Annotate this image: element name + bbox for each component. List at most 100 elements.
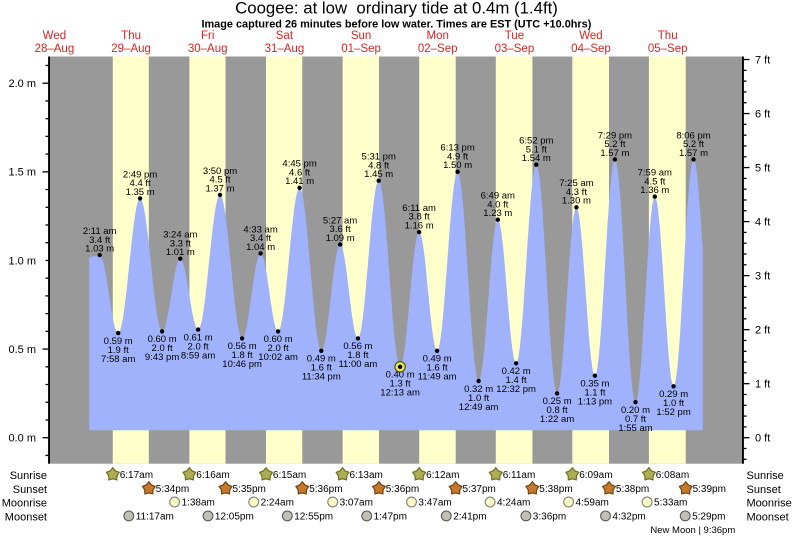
- svg-text:1.54 m: 1.54 m: [522, 153, 551, 164]
- svg-text:4.0 ft: 4.0 ft: [487, 199, 508, 210]
- svg-text:Moonset: Moonset: [5, 511, 47, 523]
- svg-text:1.01 m: 1.01 m: [166, 247, 195, 258]
- svg-text:5:27 am: 5:27 am: [323, 215, 357, 226]
- svg-text:Wed: Wed: [43, 30, 66, 42]
- svg-text:1.37 m: 1.37 m: [205, 183, 234, 194]
- svg-text:3:50 pm: 3:50 pm: [203, 166, 237, 177]
- svg-text:7:25 am: 7:25 am: [559, 178, 593, 189]
- svg-text:1:38am: 1:38am: [182, 498, 215, 509]
- svg-text:5:34pm: 5:34pm: [156, 484, 189, 495]
- svg-text:3.8 ft: 3.8 ft: [409, 212, 430, 223]
- svg-text:1.36 m: 1.36 m: [640, 185, 669, 196]
- svg-text:10:02 am: 10:02 am: [258, 352, 298, 363]
- svg-text:1.9 ft: 1.9 ft: [108, 345, 129, 356]
- svg-text:6 ft: 6 ft: [755, 108, 770, 120]
- svg-text:2.0 m: 2.0 m: [8, 78, 36, 90]
- svg-text:1:13 pm: 1:13 pm: [578, 397, 612, 408]
- svg-text:2:41pm: 2:41pm: [453, 512, 486, 523]
- svg-text:1.0 ft: 1.0 ft: [468, 393, 489, 404]
- svg-text:0.60 m: 0.60 m: [264, 334, 293, 345]
- svg-text:5:31 pm: 5:31 pm: [362, 152, 396, 163]
- svg-text:0.49 m: 0.49 m: [423, 354, 452, 365]
- svg-text:3.6 ft: 3.6 ft: [330, 224, 351, 235]
- svg-text:11:34 pm: 11:34 pm: [302, 372, 341, 383]
- svg-text:Sat: Sat: [276, 30, 294, 42]
- svg-text:12:55pm: 12:55pm: [294, 512, 333, 523]
- svg-text:Sunset: Sunset: [13, 484, 47, 496]
- svg-text:4.4 ft: 4.4 ft: [130, 178, 151, 189]
- svg-text:1.6 ft: 1.6 ft: [311, 363, 332, 374]
- svg-text:6:16am: 6:16am: [196, 470, 229, 481]
- svg-text:29–Aug: 29–Aug: [111, 43, 151, 55]
- svg-text:7 ft: 7 ft: [755, 54, 770, 66]
- svg-text:3.4 ft: 3.4 ft: [89, 235, 110, 246]
- svg-text:0.5 m: 0.5 m: [8, 344, 36, 356]
- svg-text:6:09am: 6:09am: [579, 470, 612, 481]
- svg-text:3.3 ft: 3.3 ft: [170, 238, 191, 249]
- svg-text:Moonrise: Moonrise: [747, 497, 792, 509]
- svg-text:Fri: Fri: [201, 30, 214, 42]
- svg-text:1.57 m: 1.57 m: [600, 148, 629, 159]
- svg-text:0.42 m: 0.42 m: [502, 366, 531, 377]
- svg-text:7:58 am: 7:58 am: [101, 354, 135, 365]
- svg-text:0.35 m: 0.35 m: [580, 379, 609, 390]
- svg-text:5.2 ft: 5.2 ft: [604, 139, 625, 150]
- svg-text:5:36pm: 5:36pm: [309, 484, 342, 495]
- svg-text:2 ft: 2 ft: [755, 325, 770, 337]
- svg-text:4:24am: 4:24am: [497, 498, 530, 509]
- svg-text:5:38pm: 5:38pm: [539, 484, 572, 495]
- svg-text:0.40 m: 0.40 m: [386, 370, 415, 381]
- svg-text:5:33am: 5:33am: [654, 498, 687, 509]
- svg-text:Sunrise: Sunrise: [10, 470, 47, 482]
- svg-text:1.50 m: 1.50 m: [443, 160, 472, 171]
- svg-text:0.49 m: 0.49 m: [307, 354, 336, 365]
- svg-text:01–Sep: 01–Sep: [341, 43, 381, 55]
- svg-text:Moonset: Moonset: [747, 511, 789, 523]
- svg-text:1.8 ft: 1.8 ft: [347, 350, 368, 361]
- svg-text:12:13 am: 12:13 am: [380, 388, 420, 399]
- svg-text:2:24am: 2:24am: [261, 498, 294, 509]
- svg-text:6:12am: 6:12am: [426, 470, 459, 481]
- svg-text:2:11 am: 2:11 am: [83, 226, 117, 237]
- svg-text:04–Sep: 04–Sep: [571, 43, 611, 55]
- svg-text:Sun: Sun: [351, 30, 371, 42]
- svg-text:30–Aug: 30–Aug: [188, 43, 228, 55]
- svg-text:0 ft: 0 ft: [755, 433, 770, 445]
- svg-text:11:49 am: 11:49 am: [418, 372, 457, 383]
- svg-text:5.2 ft: 5.2 ft: [683, 139, 704, 150]
- svg-text:4:33 am: 4:33 am: [243, 224, 277, 235]
- svg-text:3:07am: 3:07am: [340, 498, 373, 509]
- svg-text:10:46 pm: 10:46 pm: [222, 359, 262, 370]
- svg-text:7:29 pm: 7:29 pm: [598, 130, 632, 141]
- svg-text:5:37pm: 5:37pm: [463, 484, 496, 495]
- svg-text:4.6 ft: 4.6 ft: [289, 167, 310, 178]
- svg-text:5 ft: 5 ft: [755, 163, 770, 175]
- svg-text:0.60 m: 0.60 m: [148, 334, 177, 345]
- svg-text:7:59 am: 7:59 am: [638, 168, 672, 179]
- svg-text:1.0 ft: 1.0 ft: [663, 398, 684, 409]
- svg-text:5:29pm: 5:29pm: [692, 512, 725, 523]
- svg-text:03–Sep: 03–Sep: [495, 43, 535, 55]
- svg-text:0.56 m: 0.56 m: [228, 341, 257, 352]
- svg-text:1.03 m: 1.03 m: [85, 244, 114, 255]
- svg-text:0.56 m: 0.56 m: [343, 341, 372, 352]
- svg-text:3.4 ft: 3.4 ft: [250, 233, 271, 244]
- svg-text:1 ft: 1 ft: [755, 379, 770, 391]
- svg-text:3:24 am: 3:24 am: [163, 230, 197, 241]
- svg-text:4:59am: 4:59am: [576, 498, 609, 509]
- svg-text:1.41 m: 1.41 m: [285, 176, 314, 187]
- svg-text:12:32 pm: 12:32 pm: [496, 384, 536, 395]
- svg-text:11:00 am: 11:00 am: [338, 359, 377, 370]
- svg-text:8:06 pm: 8:06 pm: [676, 130, 710, 141]
- svg-text:1.09 m: 1.09 m: [326, 233, 355, 244]
- svg-text:3:36pm: 3:36pm: [533, 512, 566, 523]
- svg-text:1.35 m: 1.35 m: [126, 187, 155, 198]
- svg-text:3:47am: 3:47am: [418, 498, 451, 509]
- svg-text:1.04 m: 1.04 m: [246, 242, 275, 253]
- svg-text:6:13 pm: 6:13 pm: [440, 143, 474, 154]
- svg-text:Sunset: Sunset: [747, 484, 781, 496]
- svg-text:4 ft: 4 ft: [755, 217, 770, 229]
- svg-text:1:47pm: 1:47pm: [374, 512, 407, 523]
- svg-text:6:11 am: 6:11 am: [402, 203, 436, 214]
- svg-text:12:49 am: 12:49 am: [459, 402, 499, 413]
